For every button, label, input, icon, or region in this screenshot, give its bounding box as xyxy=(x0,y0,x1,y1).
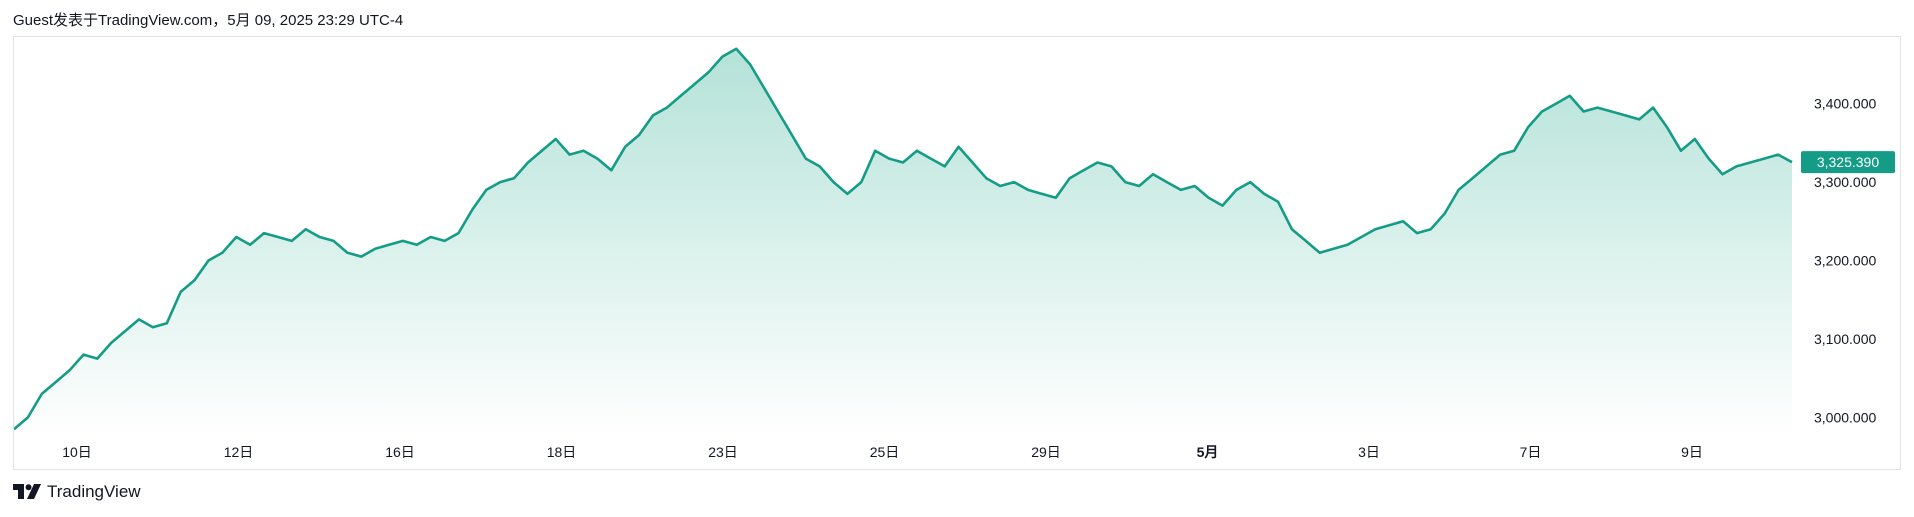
x-tick-label: 25日 xyxy=(870,444,900,460)
tradingview-logo-icon xyxy=(13,484,41,499)
price-label-group: 3,325.390 xyxy=(1801,151,1895,174)
brand-name: TradingView xyxy=(47,482,141,501)
x-axis[interactable]: 10日 12日 16日 18日 23日 25日 29日 5月 3日 7日 9日 xyxy=(62,444,1703,460)
y-tick-label: 3,100.000 xyxy=(1814,331,1876,347)
x-tick-label: 9日 xyxy=(1681,444,1703,460)
x-tick-label: 7日 xyxy=(1520,444,1542,460)
price-line xyxy=(14,47,1793,431)
x-tick-label: 12日 xyxy=(224,444,254,460)
x-tick-label: 23日 xyxy=(708,444,738,460)
chart-panel[interactable]: 3,400.000 3,300.000 3,200.000 3,100.000 3,00… xyxy=(13,36,1901,470)
x-tick-label: 10日 xyxy=(62,444,92,460)
x-tick-label: 5月 xyxy=(1197,444,1219,460)
footer: TradingView xyxy=(13,482,141,502)
y-axis[interactable]: 3,400.000 3,300.000 3,200.000 3,100.000 3,00… xyxy=(1814,96,1876,426)
y-tick-label: 3,400.000 xyxy=(1814,96,1876,112)
y-tick-label: 3,300.000 xyxy=(1814,174,1876,190)
line-layer xyxy=(14,47,1793,431)
last-price-badge xyxy=(1801,151,1895,174)
x-tick-label: 3日 xyxy=(1358,444,1380,460)
last-price-label: 3,325.390 xyxy=(1817,154,1879,170)
x-tick-label: 16日 xyxy=(385,444,415,460)
x-tick-label: 29日 xyxy=(1031,444,1061,460)
y-tick-label: 3,200.000 xyxy=(1814,253,1876,269)
chart-attribution-header: Guest发表于TradingView.com，5月 09, 2025 23:2… xyxy=(13,12,404,29)
y-tick-label: 3,000.000 xyxy=(1814,409,1876,425)
x-tick-label: 18日 xyxy=(547,444,577,460)
area-layer xyxy=(14,48,1792,438)
area-chart[interactable]: 3,400.000 3,300.000 3,200.000 3,100.000 3,00… xyxy=(14,37,1902,471)
price-area-fill xyxy=(14,48,1792,438)
